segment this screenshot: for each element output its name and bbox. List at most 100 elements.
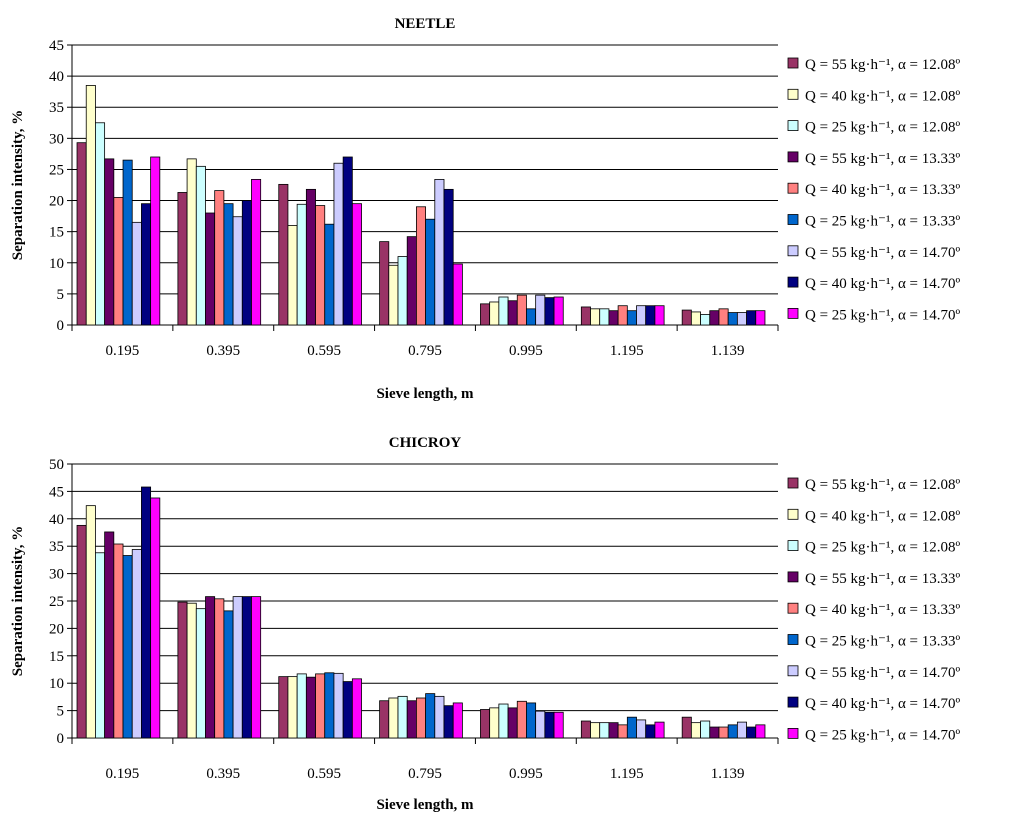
bar (654, 305, 665, 326)
y-tick-label: 25 (49, 594, 64, 610)
bar (315, 673, 326, 739)
legend-swatch (787, 508, 799, 520)
legend-entry: Q = 55 kg·h⁻¹, α = 13.33º (805, 571, 961, 587)
bar (443, 188, 454, 326)
legend-swatch (787, 307, 799, 319)
bar (333, 162, 344, 326)
y-tick-label: 50 (49, 457, 64, 473)
bar (324, 672, 335, 739)
bar (617, 305, 628, 326)
y-tick-label: 20 (49, 194, 64, 210)
bar (241, 200, 252, 326)
bar (232, 596, 243, 739)
bar (388, 264, 399, 326)
bar (406, 236, 417, 326)
bar (379, 700, 390, 739)
legend-entry: Q = 25 kg·h⁻¹, α = 14.70º (805, 727, 961, 743)
bar (104, 531, 115, 739)
bar (489, 707, 500, 739)
bar (287, 676, 298, 739)
bar (590, 722, 601, 739)
y-tick-label: 45 (49, 38, 64, 54)
bar (85, 505, 96, 739)
legend-swatch (787, 214, 799, 225)
legend-swatch (787, 151, 799, 163)
bar (681, 309, 692, 326)
legend-entry: Q = 40 kg·h⁻¹, α = 13.33º (805, 182, 961, 198)
x-tick-label: 0.195 (106, 343, 140, 359)
y-tick-label: 5 (57, 287, 65, 303)
bar (251, 178, 262, 326)
x-tick-label: 0.795 (408, 343, 442, 359)
bar (287, 225, 298, 326)
legend-entry: Q = 25 kg·h⁻¹, α = 12.08º (805, 120, 961, 136)
y-tick-label: 30 (49, 131, 64, 147)
bar (755, 310, 766, 326)
y-tick-label: 35 (49, 539, 64, 555)
bar (700, 720, 711, 739)
bar (296, 203, 307, 326)
bar (507, 300, 518, 326)
bar (526, 702, 537, 739)
bar (645, 305, 656, 326)
bar (645, 724, 656, 739)
bar (205, 212, 216, 326)
x-tick-label: 0.395 (206, 766, 240, 782)
legend-swatch (787, 276, 799, 288)
legend-entry: Q = 55 kg·h⁻¹, α = 13.33º (805, 151, 961, 167)
x-tick-label: 0.995 (509, 343, 543, 359)
bar (626, 310, 637, 326)
bar (507, 707, 518, 739)
legend-entry: Q = 25 kg·h⁻¹, α = 13.33º (805, 214, 961, 230)
bar (406, 700, 417, 739)
y-tick-label: 35 (49, 100, 64, 116)
bar (526, 308, 537, 326)
bar (177, 601, 188, 739)
bar (278, 183, 289, 326)
bar (736, 312, 747, 326)
bar (727, 724, 738, 739)
legend-swatch (787, 57, 799, 69)
chart-title: NEETLE (395, 16, 456, 32)
bar (516, 700, 527, 739)
bar (186, 158, 197, 326)
bar (415, 697, 426, 739)
x-tick-label: 1.139 (711, 343, 745, 359)
y-tick-label: 0 (57, 318, 65, 334)
x-tick-label: 1.195 (610, 343, 644, 359)
bar (324, 223, 335, 326)
bar (690, 722, 701, 739)
bar (636, 719, 647, 739)
bar (443, 705, 454, 739)
bar (480, 303, 491, 326)
y-tick-label: 15 (49, 225, 64, 241)
bar (434, 178, 445, 326)
y-tick-label: 15 (49, 649, 64, 665)
bar (746, 726, 757, 739)
bar (397, 256, 408, 326)
bar (232, 216, 243, 326)
bar (223, 203, 234, 326)
bar (278, 676, 289, 739)
legend-entry: Q = 40 kg·h⁻¹, α = 12.08º (805, 508, 961, 524)
y-tick-label: 25 (49, 162, 64, 178)
x-tick-label: 0.795 (408, 766, 442, 782)
bar (516, 294, 527, 326)
bar (379, 241, 390, 326)
bar (95, 122, 106, 326)
bar (205, 596, 216, 739)
bar (141, 203, 152, 326)
bar (755, 724, 766, 739)
legend-swatch (787, 602, 799, 614)
legend-swatch (787, 634, 799, 645)
x-tick-label: 0.395 (206, 343, 240, 359)
bar (305, 188, 316, 326)
bar (95, 552, 106, 739)
bar (415, 206, 426, 326)
bar (315, 205, 326, 326)
bar (131, 549, 142, 739)
legend-swatch (787, 696, 799, 708)
legend-entry: Q = 40 kg·h⁻¹, α = 12.08º (805, 88, 961, 104)
bar (397, 695, 408, 739)
